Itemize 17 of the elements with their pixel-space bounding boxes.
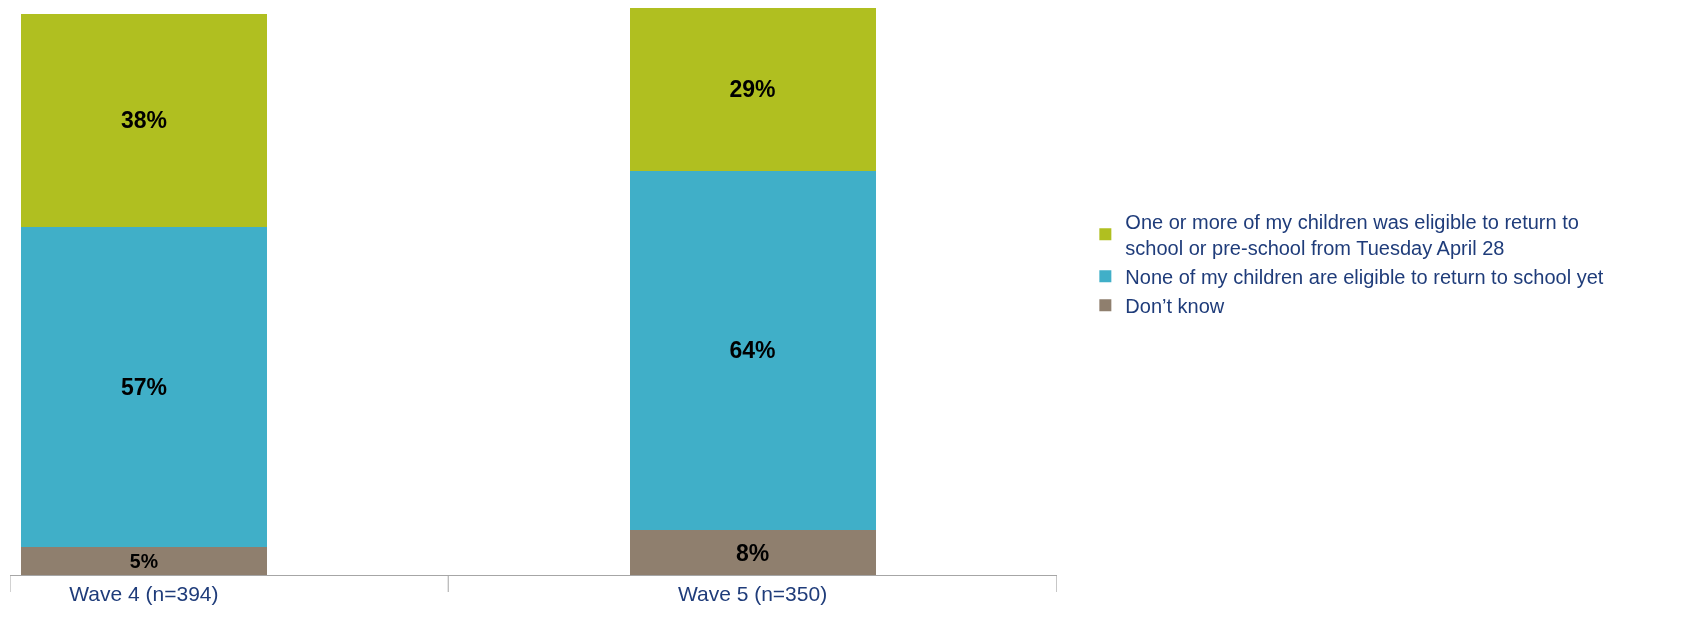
data-label: 38% (120, 107, 167, 134)
bar (20, 226, 267, 547)
data-label: 64% (729, 337, 776, 364)
bar (629, 530, 876, 575)
bar (629, 8, 876, 171)
data-label: 8% (735, 539, 770, 566)
bar (629, 170, 876, 531)
data-label: 29% (729, 76, 776, 103)
legend-label: None of my children are eligible to return to school yet (1125, 265, 1604, 288)
legend-label: Don’t know (1125, 294, 1225, 317)
legend-label: One or more of my children was eligible to return to school or pre-school from Tuesday April 28 (1125, 210, 1579, 259)
data-label: 57% (120, 373, 167, 400)
data-label: 5% (129, 549, 159, 572)
bar (20, 13, 267, 227)
x-tick-label: Wave 4 (n=394) (69, 582, 219, 606)
x-tick-label: Wave 5 (n=350) (677, 582, 828, 606)
bar (20, 546, 267, 575)
